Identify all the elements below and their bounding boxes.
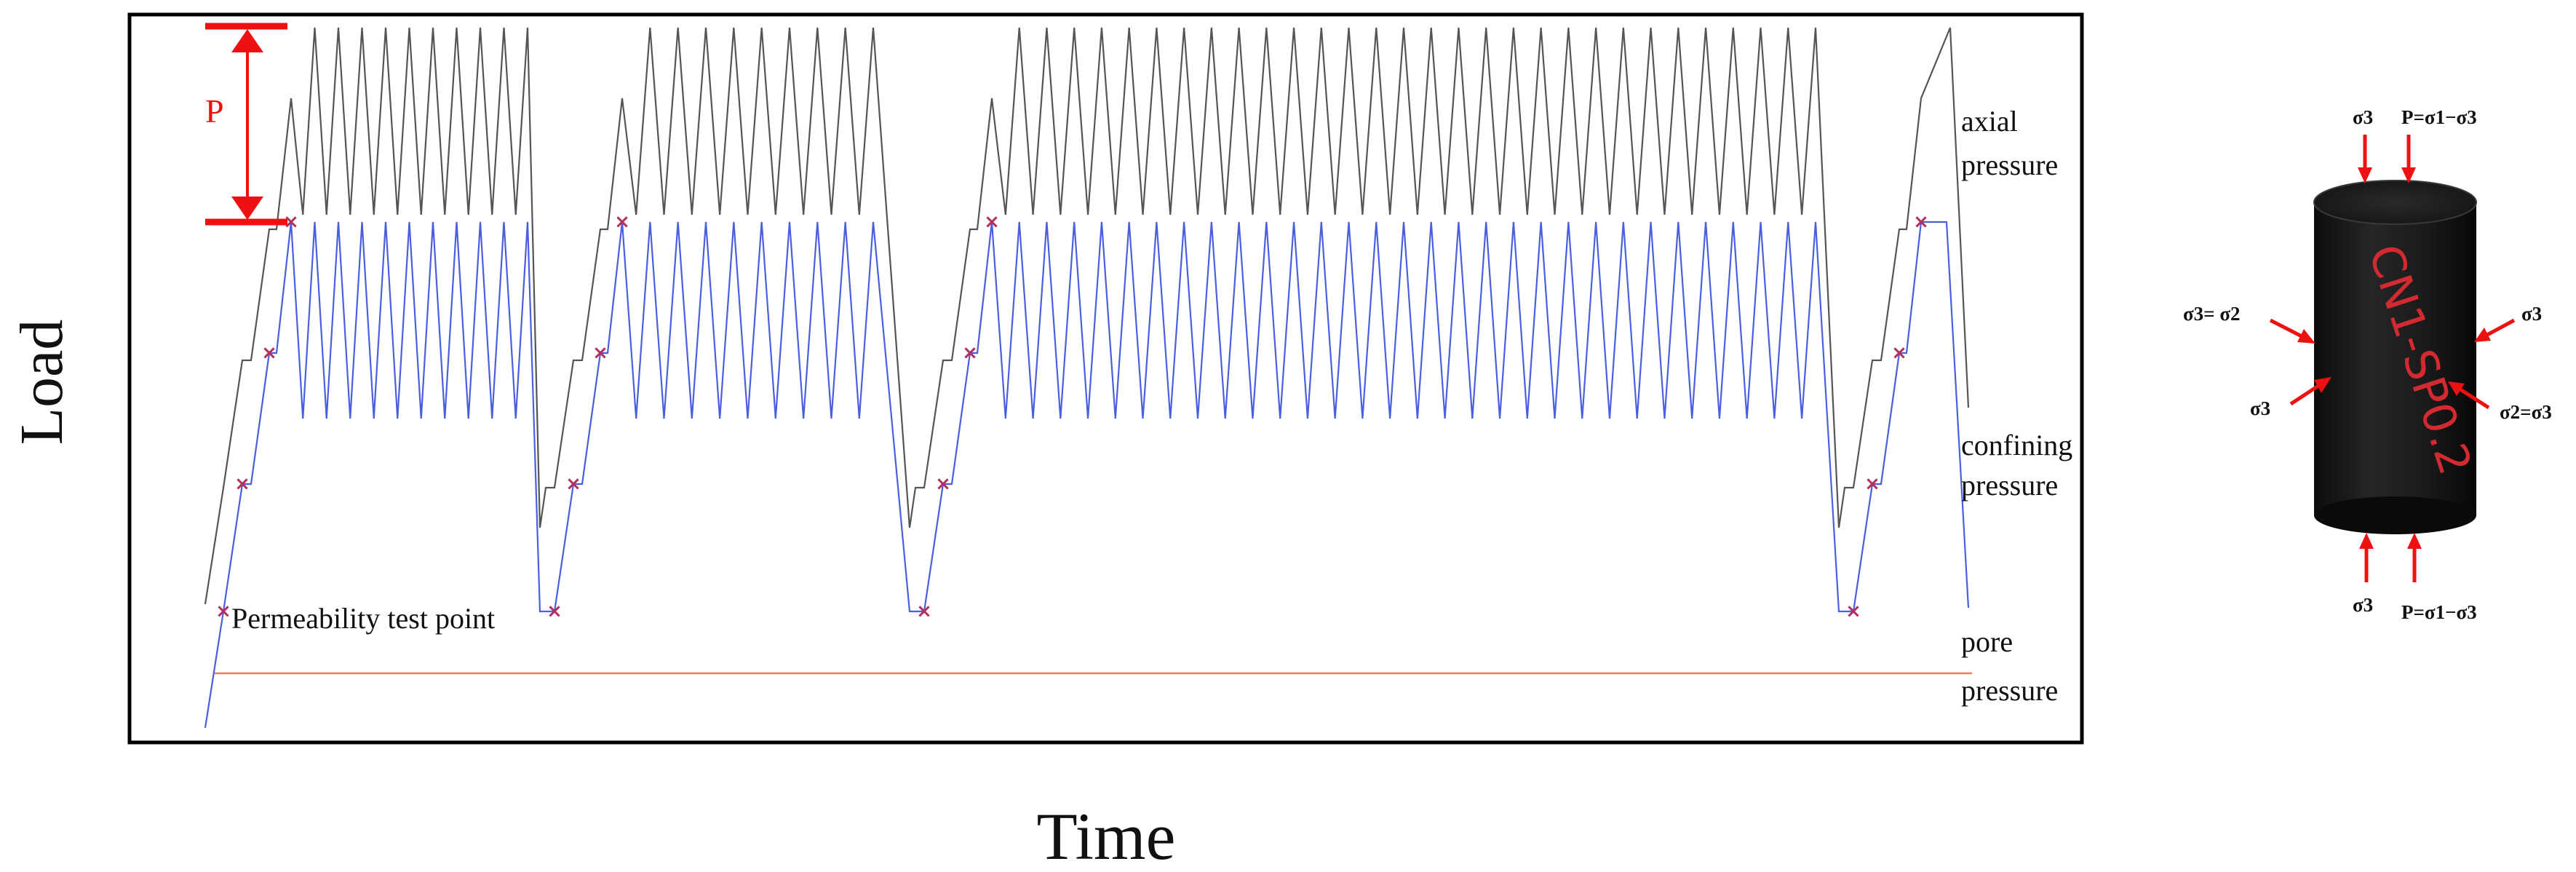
permeability-marker: × — [1845, 601, 1861, 622]
confining-label-1: confining — [1961, 429, 2072, 461]
confining-label-2: pressure — [1961, 469, 2058, 502]
permeability-marker: × — [592, 342, 608, 364]
stress-arrows — [2269, 135, 2516, 582]
permeability-marker: × — [1864, 473, 1880, 495]
y-axis-label: Load — [8, 320, 76, 445]
stress-top-p: P=σ1−σ3 — [2401, 106, 2477, 128]
stress-left-a: σ3= σ2 — [2183, 303, 2241, 325]
stress-bottom-s3: σ3 — [2353, 594, 2373, 616]
axial-label-2: pressure — [1961, 148, 2058, 181]
permeability-marker: × — [984, 211, 1000, 233]
permeability-marker: × — [546, 601, 562, 622]
permeability-marker: × — [565, 473, 581, 495]
permeability-marker: × — [215, 601, 231, 622]
permeability-marker: × — [234, 473, 250, 495]
specimen-cylinder — [2313, 180, 2477, 534]
permeability-marker: × — [916, 601, 932, 622]
permeability-marker: × — [935, 473, 951, 495]
axial-pressure-curve — [204, 27, 1970, 605]
stress-right-a: σ3 — [2521, 303, 2542, 325]
stress-right-b: σ2=σ3 — [2500, 401, 2552, 423]
permeability-marker: × — [261, 342, 277, 364]
permeability-markers: × × × × × × × × × × × × × × × × — [215, 211, 1929, 622]
axial-label-1: axial — [1961, 105, 2018, 138]
permeability-marker: × — [614, 211, 630, 233]
stress-bottom-p: P=σ1−σ3 — [2401, 601, 2477, 623]
permeability-point-label: Permeability test point — [231, 602, 495, 635]
permeability-marker: × — [1913, 211, 1929, 233]
permeability-marker: × — [1891, 342, 1907, 364]
amplitude-label: P — [205, 92, 224, 130]
confining-pressure-curve — [204, 221, 1970, 729]
x-axis-label: Time — [1037, 799, 1176, 872]
plot-frame — [127, 12, 2084, 745]
permeability-marker: × — [283, 211, 299, 233]
stress-left-b: σ3 — [2250, 397, 2270, 419]
amplitude-indicator — [205, 23, 287, 226]
permeability-marker: × — [962, 342, 978, 364]
pore-label-2: pressure — [1961, 674, 2058, 707]
pore-label-1: pore — [1961, 625, 2013, 658]
stress-top-s3: σ3 — [2353, 106, 2373, 128]
